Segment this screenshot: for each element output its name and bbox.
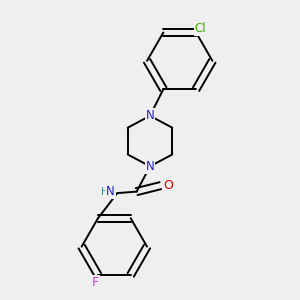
Text: H: H (101, 187, 109, 196)
Text: F: F (92, 276, 99, 289)
Text: O: O (163, 179, 173, 192)
Text: N: N (146, 109, 154, 122)
Text: N: N (146, 160, 154, 173)
Text: N: N (106, 185, 115, 198)
Text: Cl: Cl (195, 22, 206, 34)
